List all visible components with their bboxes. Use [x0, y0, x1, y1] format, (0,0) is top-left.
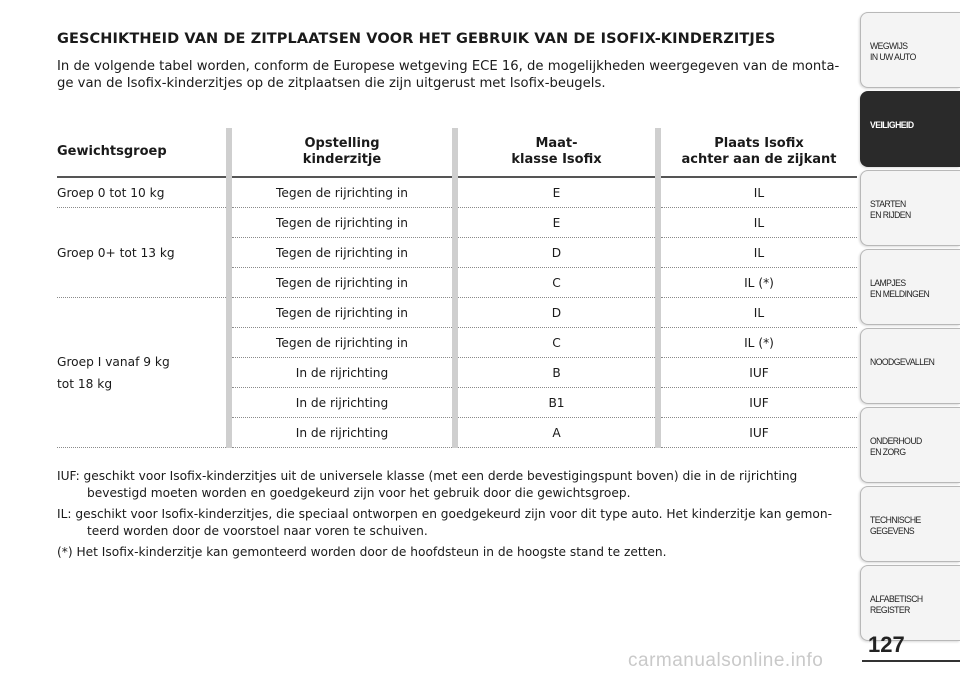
table-row: In de rijrichting A IUF — [57, 417, 857, 448]
page-number-rule — [862, 660, 960, 662]
header-isofix-place: Plaats Isofix achter aan de zijkant — [681, 136, 837, 167]
tab-label: LAMPJES EN MELDINGEN — [870, 278, 930, 300]
tab-label: STARTEN EN RIJDEN — [870, 199, 911, 221]
tab-technische[interactable]: TECHNISCHE GEGEVENS — [860, 486, 960, 562]
note-il: IL: geschikt voor Isofix-kinderzitjes, d… — [57, 507, 832, 538]
tab-label: TECHNISCHE GEGEVENS — [870, 515, 921, 537]
table-row: Groep I vanaf 9 kg tot 18 kg Tegen de ri… — [57, 297, 857, 448]
table-row: In de rijrichting B IUF — [57, 357, 857, 388]
note-iuf: IUF: geschikt voor Isofix-kinderzitjes u… — [57, 469, 798, 500]
tab-lampjes[interactable]: LAMPJES EN MELDINGEN — [860, 249, 960, 325]
table-header-row: Gewichtsgroep Opstelling kinderzitje Maa… — [57, 128, 857, 177]
tab-label: ONDERHOUD EN ZORG — [870, 436, 922, 458]
group-1: Groep I vanaf 9 kg tot 18 kg — [57, 297, 232, 448]
header-size-class: Maat- klasse Isofix — [455, 128, 661, 177]
page-title: GESCHIKTHEID VAN DE ZITPLAATSEN VOOR HET… — [57, 31, 776, 47]
table-row: Groep 0 tot 10 kg Tegen de rijrichting i… — [57, 177, 857, 208]
tab-label: ALFABETISCH REGISTER — [870, 594, 923, 616]
isofix-table: Gewichtsgroep Opstelling kinderzitje Maa… — [57, 128, 857, 448]
group-0: Groep 0 tot 10 kg — [57, 177, 232, 208]
tab-wegwijs[interactable]: WEGWIJS IN UW AUTO — [860, 12, 960, 88]
group-0plus: Groep 0+ tot 13 kg — [57, 207, 232, 298]
note-star: (*) Het Isofix-kinderzitje kan gemonteer… — [57, 545, 667, 559]
table-row: Groep 0+ tot 13 kg Tegen de rijrichting … — [57, 207, 857, 298]
page-number: 127 — [868, 632, 905, 657]
table-row: In de rijrichting B1 IUF — [57, 387, 857, 418]
watermark: carmanualsonline.info — [628, 650, 824, 671]
header-weight-group: Gewichtsgroep — [57, 128, 232, 177]
header-position: Opstelling kinderzitje — [229, 128, 458, 177]
footnotes: IUF: geschikt voor Isofix-kinderzitjes u… — [57, 468, 857, 565]
tab-alfabetisch[interactable]: ALFABETISCH REGISTER — [860, 565, 960, 641]
tab-label: NOODGEVALLEN — [870, 357, 935, 368]
table-row: Tegen de rijrichting in C IL (*) — [57, 327, 857, 358]
tab-onderhoud[interactable]: ONDERHOUD EN ZORG — [860, 407, 960, 483]
tab-veiligheid[interactable]: VEILIGHEID — [860, 91, 960, 167]
intro-paragraph: In de volgende tabel worden, conform de … — [57, 59, 840, 91]
tab-label: VEILIGHEID — [870, 120, 914, 131]
tab-starten[interactable]: STARTEN EN RIJDEN — [860, 170, 960, 246]
tab-label: WEGWIJS IN UW AUTO — [870, 41, 916, 63]
table-row: Tegen de rijrichting in D IL — [57, 237, 857, 268]
chapter-index-tabs: WEGWIJS IN UW AUTO VEILIGHEID STARTEN EN… — [860, 12, 960, 644]
table-row: Tegen de rijrichting in C IL (*) — [57, 267, 857, 298]
tab-noodgevallen[interactable]: NOODGEVALLEN — [860, 328, 960, 404]
